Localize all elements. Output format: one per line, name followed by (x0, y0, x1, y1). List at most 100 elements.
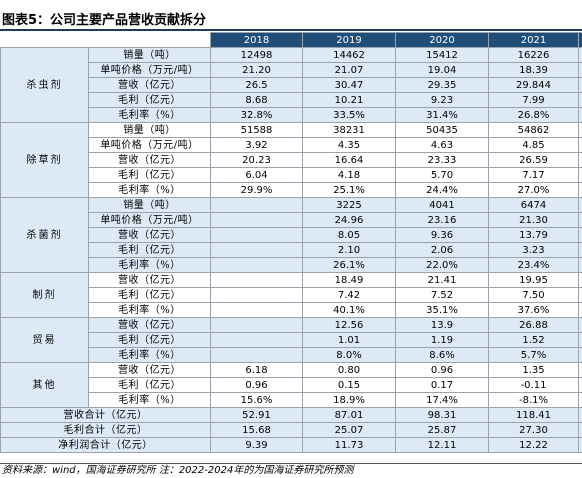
value-cell: 8.05 (302, 227, 396, 243)
value-cell: 4.85 (488, 137, 579, 153)
value-cell: 25.1% (302, 182, 396, 198)
metric-label: 毛利（亿元） (88, 92, 211, 108)
total-row: 营收合计（亿元） 52.91 87.01 98.31 118.41 (0, 407, 582, 423)
value-cell (578, 152, 582, 168)
value-cell: 23.16 (395, 212, 489, 228)
value-cell (578, 272, 582, 288)
metric-label: 营收（亿元） (88, 362, 211, 378)
table-row: 毛利（亿元） 1.01 1.19 1.52 (1, 332, 582, 348)
value-cell: 0.15 (302, 377, 396, 393)
total-value-cell: 15.68 (210, 422, 303, 438)
metric-label: 单吨价格（万元/吨） (88, 62, 211, 78)
metric-label: 营收（亿元） (88, 77, 211, 93)
value-cell (578, 362, 582, 378)
value-cell (210, 227, 303, 243)
value-cell: -0.11 (488, 377, 579, 393)
table-row: 毛利率（%） 15.6% 18.9% 17.4% -8.1% (1, 392, 582, 408)
value-cell: 3.23 (488, 242, 579, 258)
value-cell (578, 197, 582, 213)
value-cell: 15412 (395, 47, 489, 63)
metric-label: 毛利（亿元） (88, 287, 211, 303)
value-cell: 12498 (210, 47, 303, 63)
year-header: 2021 (488, 32, 579, 48)
value-cell (578, 377, 582, 393)
table-row: 杀虫剂 销量（吨） 12498 14462 15412 16226 (0, 47, 582, 123)
value-cell: 1.52 (488, 332, 579, 348)
value-cell: 35.1% (395, 302, 489, 318)
table-row: 毛利（亿元） 7.42 7.52 7.50 (1, 287, 582, 303)
figure-title: 图表5：公司主要产品营收贡献拆分 (0, 0, 582, 31)
value-cell (210, 317, 303, 333)
value-cell: 8.68 (210, 92, 303, 108)
total-value-cell (578, 422, 582, 438)
value-cell: 19.95 (488, 272, 579, 288)
product-group-label: 贸易 (0, 317, 89, 363)
total-value-cell: 98.31 (395, 407, 489, 423)
table-row: 单吨价格（万元/吨） 24.96 23.16 21.30 (1, 212, 582, 228)
year-header: 2019 (302, 32, 396, 48)
source-note: 资料来源：wind，国海证券研究所 注：2022-2024年的为国海证券研究所预… (0, 463, 582, 478)
year-header: 2018 (210, 32, 303, 48)
value-cell: 29.844 (488, 77, 579, 93)
metric-label: 毛利（亿元） (88, 332, 211, 348)
value-cell: 1.19 (395, 332, 489, 348)
table-row: 贸易 营收（亿元） 12.56 13.9 26.88 (0, 317, 582, 363)
value-cell (578, 62, 582, 78)
metric-label: 营收（亿元） (88, 317, 211, 333)
metric-label: 毛利率（%） (88, 392, 211, 408)
metric-label: 毛利率（%） (88, 302, 211, 318)
value-cell (578, 392, 582, 408)
value-cell: 1.35 (488, 362, 579, 378)
product-group-label: 制剂 (0, 272, 89, 318)
table-row: 其他 营收（亿元） 6.18 0.80 0.96 1.35 (0, 362, 582, 408)
value-cell: 1.01 (302, 332, 396, 348)
value-cell (210, 302, 303, 318)
value-cell (578, 347, 582, 363)
table-row: 毛利（亿元） 6.04 4.18 5.70 7.17 (1, 167, 582, 183)
value-cell: 30.47 (302, 77, 396, 93)
value-cell: 0.96 (395, 362, 489, 378)
value-cell: 7.50 (488, 287, 579, 303)
value-cell: 21.30 (488, 212, 579, 228)
value-cell: 4.35 (302, 137, 396, 153)
value-cell: 38231 (302, 122, 396, 138)
value-cell (578, 242, 582, 258)
value-cell: 26.1% (302, 257, 396, 273)
metric-label: 单吨价格（万元/吨） (88, 212, 211, 228)
value-cell: 27.0% (488, 182, 579, 198)
metric-label: 单吨价格（万元/吨） (88, 137, 211, 153)
value-cell: 37.6% (488, 302, 579, 318)
table-row: 单吨价格（万元/吨） 3.92 4.35 4.63 4.85 (1, 137, 582, 153)
value-cell (578, 257, 582, 273)
total-value-cell: 11.73 (302, 437, 396, 453)
value-cell: 3.92 (210, 137, 303, 153)
metric-label: 毛利（亿元） (88, 167, 211, 183)
total-value-cell: 87.01 (302, 407, 396, 423)
total-value-cell: 12.11 (395, 437, 489, 453)
value-cell: 14462 (302, 47, 396, 63)
value-cell: 4.63 (395, 137, 489, 153)
total-label: 营收合计（亿元） (0, 407, 211, 423)
header-corner (0, 32, 211, 48)
metric-label: 毛利率（%） (88, 107, 211, 123)
value-cell: 51588 (210, 122, 303, 138)
value-cell: 18.9% (302, 392, 396, 408)
value-cell: 23.33 (395, 152, 489, 168)
value-cell: 0.96 (210, 377, 303, 393)
value-cell (578, 107, 582, 123)
table-row: 毛利率（%） 32.8% 33.5% 31.4% 26.8% (1, 107, 582, 123)
value-cell: 4.18 (302, 167, 396, 183)
value-cell (578, 212, 582, 228)
value-cell: 8.0% (302, 347, 396, 363)
metric-label: 毛利率（%） (88, 182, 211, 198)
product-group-label: 其他 (0, 362, 89, 408)
metric-label: 营收（亿元） (88, 272, 211, 288)
metric-label: 销量（吨） (88, 197, 211, 213)
value-cell (210, 212, 303, 228)
total-value-cell (578, 437, 582, 453)
table-row: 毛利率（%） 8.0% 8.6% 5.7% (1, 347, 582, 363)
total-value-cell (578, 407, 582, 423)
value-cell: 5.70 (395, 167, 489, 183)
value-cell: 18.39 (488, 62, 579, 78)
table-row: 营收（亿元） 8.05 9.36 13.79 (1, 227, 582, 243)
